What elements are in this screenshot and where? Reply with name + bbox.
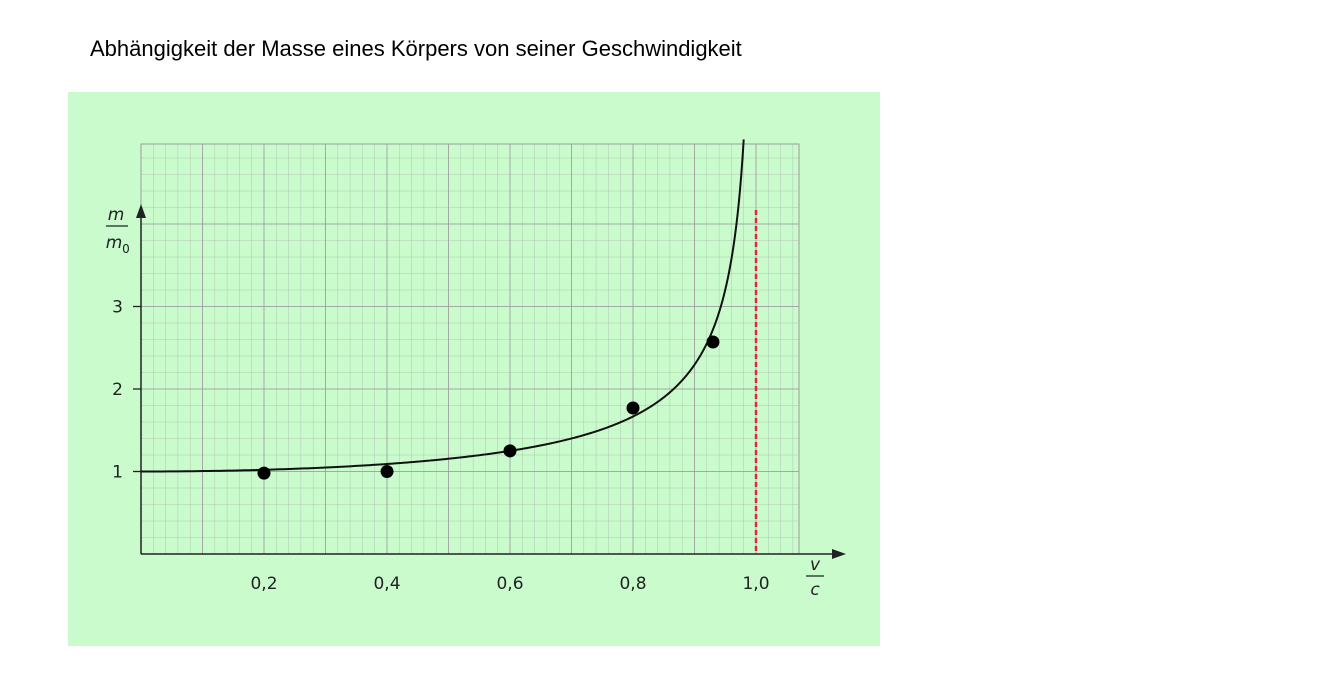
y-tick-label: 3 bbox=[112, 298, 123, 318]
x-tick-label: 0,8 bbox=[619, 574, 646, 594]
mass-curve bbox=[140, 139, 745, 473]
x-tick-label: 0,2 bbox=[250, 574, 277, 594]
data-point bbox=[503, 444, 517, 458]
y-axis-arrow bbox=[136, 204, 146, 218]
x-tick-label: 0,4 bbox=[373, 574, 400, 594]
y-label-denominator: m bbox=[106, 233, 123, 253]
y-tick-label: 1 bbox=[112, 463, 123, 483]
data-point bbox=[380, 465, 394, 478]
chart-title: Abhängigkeit der Masse eines Körpers von… bbox=[90, 36, 742, 61]
x-tick-label: 1,0 bbox=[742, 574, 769, 594]
y-label-subscript: 0 bbox=[122, 242, 130, 256]
chart-panel: 0,2 0,4 0,6 0,8 1,0 1 2 3 m m 0 v c bbox=[68, 92, 880, 646]
data-point bbox=[257, 466, 271, 480]
y-axis-label: mm 0 bbox=[106, 205, 130, 256]
data-point bbox=[626, 401, 640, 415]
grid bbox=[140, 143, 800, 555]
y-label-numerator: m bbox=[108, 205, 125, 225]
y-tick-label: 2 bbox=[112, 380, 123, 400]
data-point bbox=[706, 335, 720, 349]
x-label-denominator: c bbox=[810, 580, 820, 600]
x-label-numerator: v bbox=[810, 555, 821, 575]
x-tick-label: 0,6 bbox=[496, 574, 523, 594]
x-axis-label: vc bbox=[806, 555, 824, 600]
grid-border bbox=[140, 143, 800, 555]
x-axis-arrow bbox=[832, 549, 846, 559]
